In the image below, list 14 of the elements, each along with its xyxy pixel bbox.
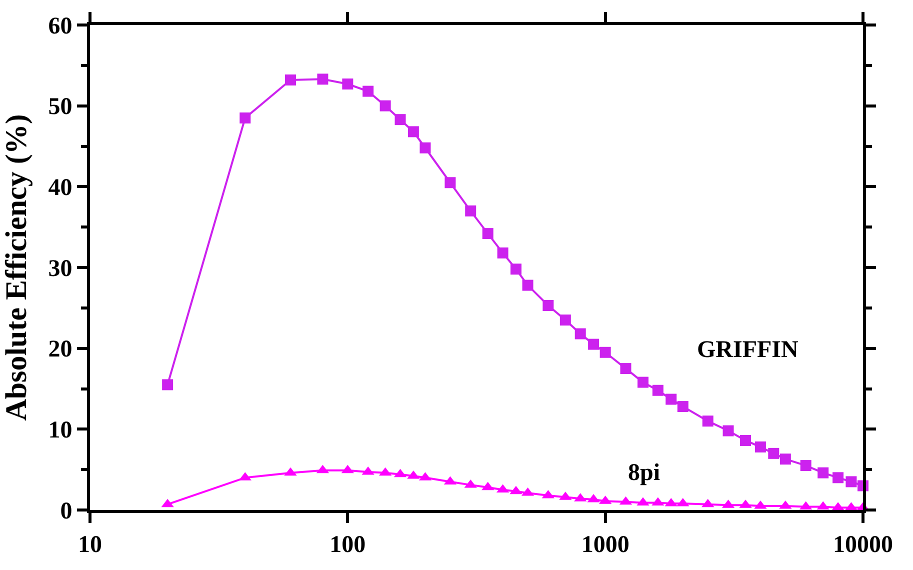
y-axis-title: Absolute Efficiency (%)	[0, 114, 33, 421]
series-label: GRIFFIN	[697, 337, 799, 363]
x-tick-label: 1000	[581, 532, 630, 558]
x-tick-label: 10000	[833, 532, 893, 558]
x-tick-label: 10	[78, 532, 102, 558]
y-tick-label: 0	[60, 498, 72, 524]
y-tick-label: 20	[48, 336, 72, 363]
y-tick-label: 40	[48, 175, 72, 202]
y-tick-label: 30	[48, 256, 72, 282]
series-label: 8pi	[628, 460, 660, 486]
x-tick-label: 100	[330, 532, 366, 558]
y-tick-label: 50	[48, 94, 72, 120]
y-tick-label: 10	[48, 418, 72, 444]
y-tick-label: 60	[48, 13, 72, 40]
